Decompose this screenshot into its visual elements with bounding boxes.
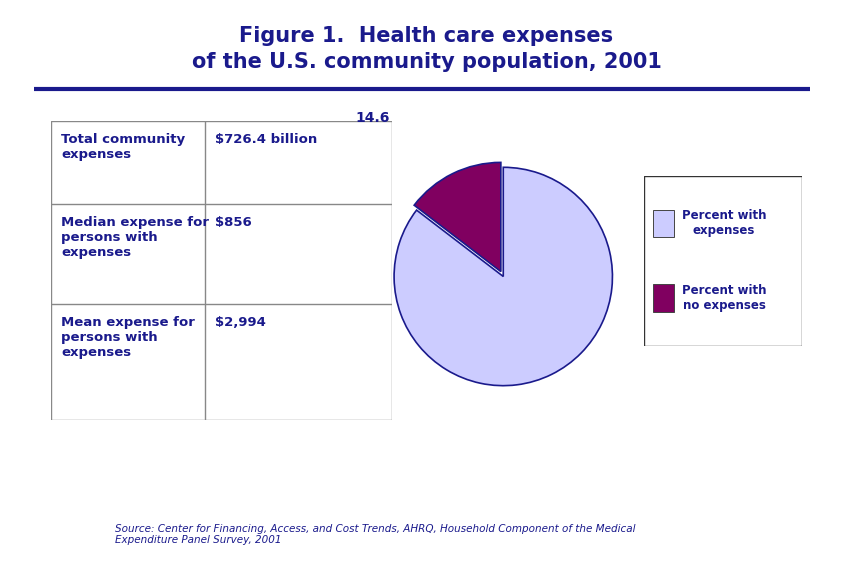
Text: Percent with
expenses: Percent with expenses — [681, 209, 765, 237]
Text: $856: $856 — [215, 216, 251, 229]
Text: $726.4 billion: $726.4 billion — [215, 132, 317, 146]
Text: Total community
expenses: Total community expenses — [61, 132, 186, 161]
Text: Mean expense for
persons with
expenses: Mean expense for persons with expenses — [61, 316, 195, 359]
Text: $2,994: $2,994 — [215, 316, 266, 329]
Wedge shape — [394, 167, 612, 386]
Text: 14.6: 14.6 — [355, 111, 389, 125]
Bar — [653, 285, 673, 312]
Text: 85.4: 85.4 — [398, 575, 433, 576]
Text: Median expense for
persons with
expenses: Median expense for persons with expenses — [61, 216, 210, 259]
Wedge shape — [414, 162, 500, 272]
Text: Source: Center for Financing, Access, and Cost Trends, AHRQ, Household Component: Source: Center for Financing, Access, an… — [115, 524, 635, 545]
Bar — [653, 210, 673, 237]
Text: Percent with
no expenses: Percent with no expenses — [681, 284, 765, 312]
Text: Figure 1.  Health care expenses
of the U.S. community population, 2001: Figure 1. Health care expenses of the U.… — [192, 26, 660, 71]
